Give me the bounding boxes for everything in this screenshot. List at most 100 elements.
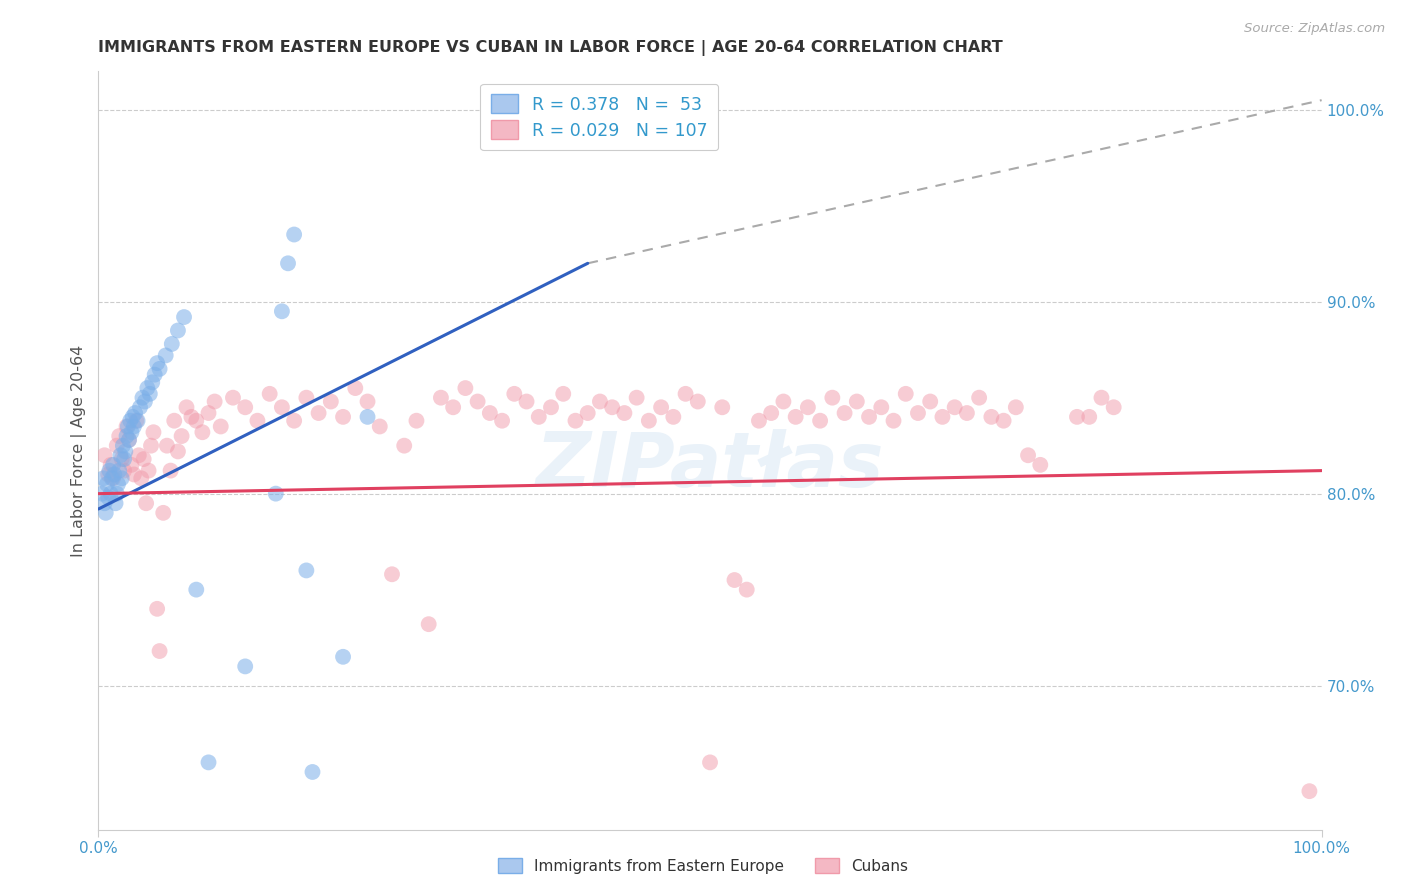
Point	[295, 563, 318, 577]
Point	[180, 409, 202, 424]
Point	[197, 406, 219, 420]
Point	[112, 464, 135, 478]
Point	[159, 464, 181, 478]
Point	[441, 401, 464, 415]
Point	[821, 391, 844, 405]
Point	[270, 401, 294, 415]
Point	[503, 387, 526, 401]
Point	[967, 391, 990, 405]
Point	[259, 387, 281, 401]
Point	[97, 467, 120, 482]
Point	[152, 506, 174, 520]
Point	[108, 429, 131, 443]
Point	[197, 756, 219, 770]
Point	[1102, 401, 1125, 415]
Point	[870, 401, 893, 415]
Point	[772, 394, 794, 409]
Point	[117, 419, 139, 434]
Point	[105, 439, 128, 453]
Point	[675, 387, 697, 401]
Point	[1017, 448, 1039, 462]
Point	[662, 409, 685, 424]
Point	[785, 409, 807, 424]
Point	[186, 582, 208, 597]
Point	[931, 409, 953, 424]
Point	[139, 439, 162, 453]
Point	[883, 414, 905, 428]
Point	[943, 401, 966, 415]
Point	[319, 394, 342, 409]
Point	[392, 439, 416, 453]
Point	[132, 452, 155, 467]
Point	[699, 756, 721, 770]
Point	[295, 391, 318, 405]
Point	[748, 414, 770, 428]
Point	[308, 406, 330, 420]
Point	[111, 471, 134, 485]
Point	[114, 444, 136, 458]
Point	[686, 394, 709, 409]
Point	[115, 429, 138, 443]
Point	[600, 401, 623, 415]
Point	[540, 401, 562, 415]
Point	[1078, 409, 1101, 424]
Point	[797, 401, 820, 415]
Point	[301, 764, 323, 779]
Point	[110, 448, 132, 462]
Legend: Immigrants from Eastern Europe, Cubans: Immigrants from Eastern Europe, Cubans	[492, 852, 914, 880]
Point	[121, 409, 143, 424]
Point	[107, 477, 129, 491]
Point	[332, 409, 354, 424]
Point	[405, 414, 427, 428]
Point	[553, 387, 575, 401]
Point	[167, 324, 190, 338]
Point	[103, 467, 125, 482]
Point	[613, 406, 636, 420]
Point	[122, 467, 145, 482]
Point	[834, 406, 856, 420]
Point	[155, 348, 177, 362]
Point	[97, 491, 120, 505]
Text: Source: ZipAtlas.com: Source: ZipAtlas.com	[1244, 22, 1385, 36]
Point	[149, 362, 172, 376]
Point	[104, 496, 127, 510]
Point	[149, 644, 172, 658]
Point	[139, 387, 162, 401]
Point	[98, 464, 121, 478]
Point	[167, 444, 190, 458]
Point	[186, 414, 208, 428]
Point	[344, 381, 367, 395]
Point	[711, 401, 734, 415]
Point	[143, 368, 166, 382]
Point	[527, 409, 550, 424]
Point	[894, 387, 917, 401]
Point	[160, 337, 183, 351]
Point	[283, 227, 305, 242]
Point	[723, 573, 745, 587]
Point	[454, 381, 477, 395]
Point	[637, 414, 661, 428]
Point	[576, 406, 599, 420]
Point	[283, 414, 305, 428]
Point	[993, 414, 1015, 428]
Point	[589, 394, 612, 409]
Text: ZIPatłas: ZIPatłas	[536, 429, 884, 502]
Point	[129, 401, 152, 415]
Point	[467, 394, 489, 409]
Point	[134, 394, 156, 409]
Point	[418, 617, 440, 632]
Point	[135, 496, 157, 510]
Point	[170, 429, 193, 443]
Point	[233, 659, 256, 673]
Point	[920, 394, 942, 409]
Point	[118, 433, 141, 447]
Point	[163, 414, 186, 428]
Point	[735, 582, 758, 597]
Point	[956, 406, 979, 420]
Point	[120, 414, 142, 428]
Point	[156, 439, 179, 453]
Point	[356, 394, 378, 409]
Point	[128, 448, 150, 462]
Point	[122, 419, 145, 434]
Point	[277, 256, 299, 270]
